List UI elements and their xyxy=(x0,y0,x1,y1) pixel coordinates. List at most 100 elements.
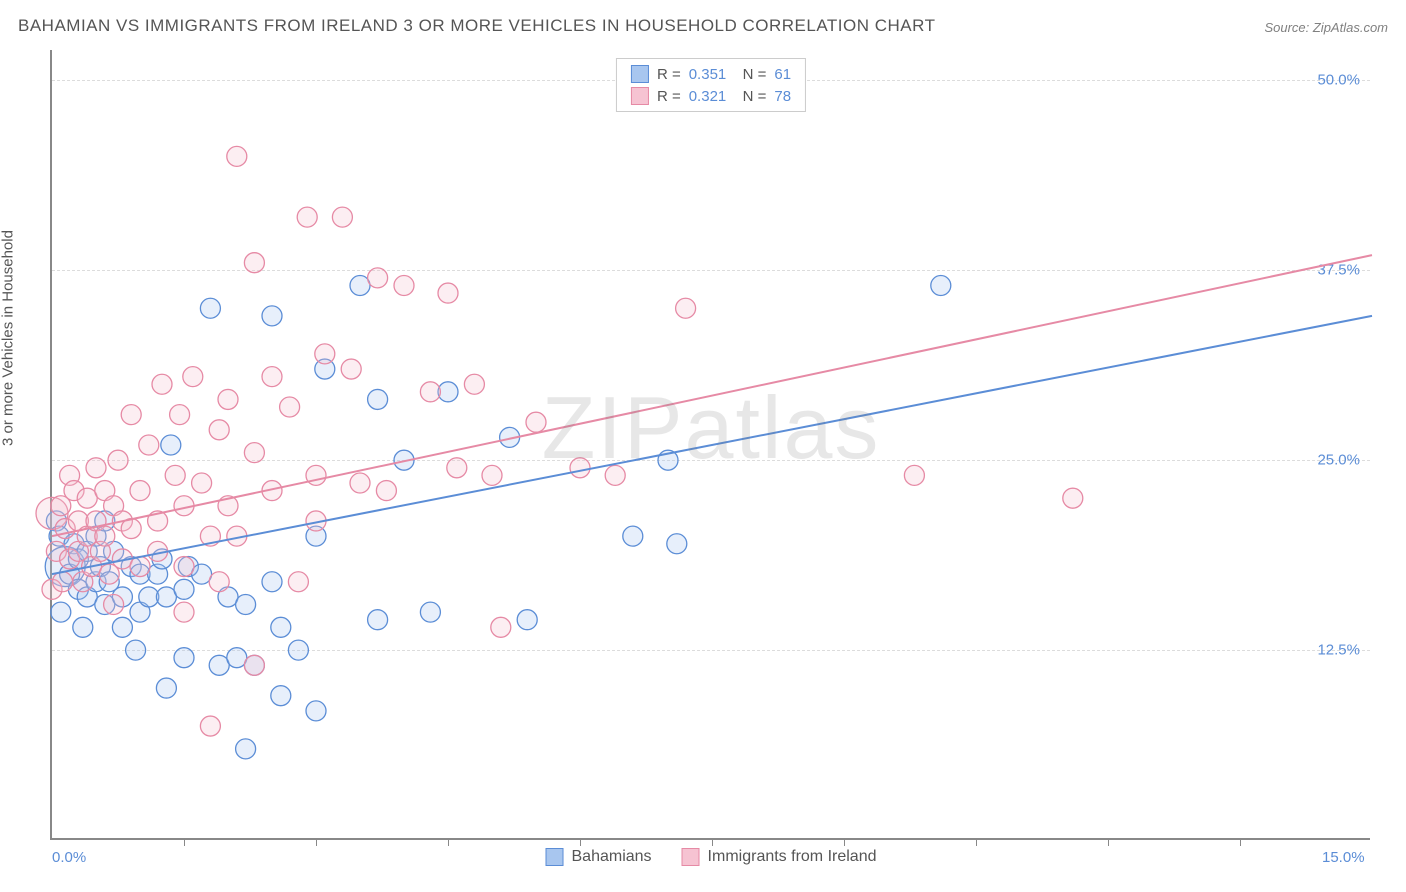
data-point xyxy=(570,458,590,478)
x-tick xyxy=(316,838,317,846)
x-tick xyxy=(844,838,845,846)
data-point xyxy=(605,465,625,485)
data-point xyxy=(112,617,132,637)
data-point xyxy=(368,610,388,630)
data-point xyxy=(200,298,220,318)
data-point xyxy=(73,617,93,637)
data-point xyxy=(288,572,308,592)
data-point xyxy=(315,344,335,364)
data-point xyxy=(667,534,687,554)
x-tick xyxy=(1240,838,1241,846)
data-point xyxy=(262,572,282,592)
stat-n-label: N = xyxy=(734,66,766,83)
data-point xyxy=(623,526,643,546)
stat-r-label: R = xyxy=(657,66,681,83)
data-point xyxy=(491,617,511,637)
legend-series-item: Bahamians xyxy=(546,848,652,866)
legend-stat-row: R = 0.351 N = 61 xyxy=(631,63,791,85)
data-point xyxy=(341,359,361,379)
x-tick xyxy=(976,838,977,846)
data-point xyxy=(130,557,150,577)
scatter-svg xyxy=(52,50,1370,838)
data-point xyxy=(447,458,467,478)
chart-container: BAHAMIAN VS IMMIGRANTS FROM IRELAND 3 OR… xyxy=(0,0,1406,892)
y-axis-label: 3 or more Vehicles in Household xyxy=(0,230,17,446)
data-point xyxy=(192,473,212,493)
legend-swatch xyxy=(546,848,564,866)
data-point xyxy=(244,655,264,675)
data-point xyxy=(174,648,194,668)
data-point xyxy=(271,617,291,637)
data-point xyxy=(183,367,203,387)
data-point xyxy=(244,253,264,273)
data-point xyxy=(271,686,291,706)
data-point xyxy=(376,481,396,501)
stat-n-value: 78 xyxy=(774,88,791,105)
trend-line xyxy=(52,255,1372,536)
data-point xyxy=(108,450,128,470)
legend-swatch xyxy=(682,848,700,866)
data-point xyxy=(53,572,73,592)
data-point xyxy=(262,306,282,326)
data-point xyxy=(368,389,388,409)
data-point xyxy=(262,367,282,387)
data-point xyxy=(676,298,696,318)
data-point xyxy=(332,207,352,227)
legend-series-item: Immigrants from Ireland xyxy=(682,848,877,866)
stat-r-label: R = xyxy=(657,88,681,105)
x-tick-label: 15.0% xyxy=(1322,849,1365,866)
data-point xyxy=(51,602,71,622)
data-point xyxy=(139,435,159,455)
data-point xyxy=(526,412,546,432)
data-point xyxy=(517,610,537,630)
correlation-legend: R = 0.351 N = 61 R = 0.321 N = 78 xyxy=(616,58,806,112)
data-point xyxy=(209,572,229,592)
data-point xyxy=(236,595,256,615)
data-point xyxy=(218,389,238,409)
legend-swatch xyxy=(631,65,649,83)
data-point xyxy=(174,602,194,622)
data-point xyxy=(161,435,181,455)
data-point xyxy=(931,275,951,295)
data-point xyxy=(165,465,185,485)
data-point xyxy=(156,678,176,698)
data-point xyxy=(482,465,502,485)
data-point xyxy=(1063,488,1083,508)
data-point xyxy=(280,397,300,417)
x-tick-label: 0.0% xyxy=(52,849,86,866)
data-point xyxy=(130,481,150,501)
data-point xyxy=(306,701,326,721)
source-attribution: Source: ZipAtlas.com xyxy=(1264,20,1388,35)
stat-r-value: 0.321 xyxy=(689,88,727,105)
data-point xyxy=(297,207,317,227)
x-tick xyxy=(1108,838,1109,846)
data-point xyxy=(904,465,924,485)
data-point xyxy=(86,458,106,478)
chart-title: BAHAMIAN VS IMMIGRANTS FROM IRELAND 3 OR… xyxy=(18,16,936,36)
data-point xyxy=(121,405,141,425)
data-point xyxy=(209,420,229,440)
data-point xyxy=(174,579,194,599)
x-tick xyxy=(184,838,185,846)
data-point xyxy=(420,382,440,402)
legend-series-label: Bahamians xyxy=(572,848,652,866)
series-legend: Bahamians Immigrants from Ireland xyxy=(536,846,887,868)
x-tick xyxy=(448,838,449,846)
data-point xyxy=(104,595,124,615)
stat-r-value: 0.351 xyxy=(689,66,727,83)
data-point xyxy=(368,268,388,288)
data-point xyxy=(464,374,484,394)
data-point xyxy=(394,275,414,295)
x-tick xyxy=(580,838,581,846)
legend-stat-row: R = 0.321 N = 78 xyxy=(631,85,791,107)
legend-swatch xyxy=(631,87,649,105)
data-point xyxy=(126,640,146,660)
plot-area: 12.5%25.0%37.5%50.0% ZIPatlas R = 0.351 … xyxy=(50,50,1370,840)
data-point xyxy=(350,473,370,493)
data-point xyxy=(288,640,308,660)
data-point xyxy=(227,146,247,166)
data-point xyxy=(420,602,440,622)
data-point xyxy=(170,405,190,425)
data-point xyxy=(244,443,264,463)
stat-n-value: 61 xyxy=(774,66,791,83)
